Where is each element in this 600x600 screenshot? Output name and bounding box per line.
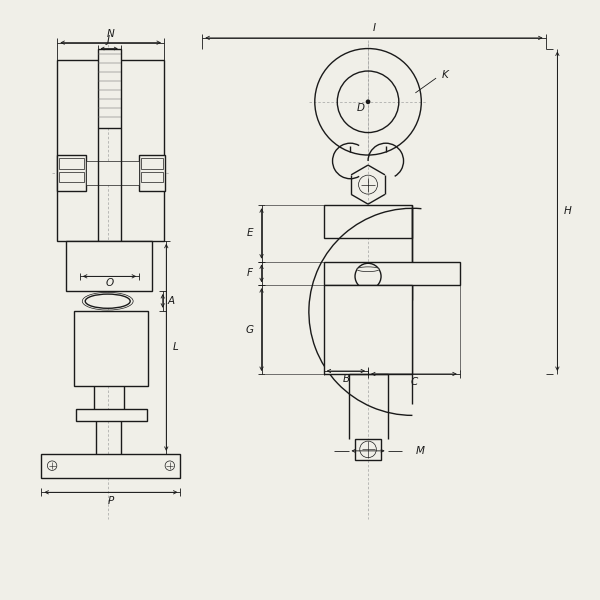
Ellipse shape [85,294,130,308]
Bar [141,172,163,182]
Text: L: L [173,343,179,352]
Text: K: K [442,70,448,80]
Text: H: H [564,206,572,216]
Bar [323,205,412,238]
Bar [59,172,84,182]
Text: B: B [342,374,349,384]
Text: G: G [246,325,254,335]
Text: M: M [416,446,425,456]
Bar [86,161,139,185]
Text: J: J [106,35,109,45]
Bar [74,311,148,386]
Bar [76,409,148,421]
Bar [139,155,165,191]
Ellipse shape [357,267,379,272]
Bar [58,155,86,191]
Bar [59,158,84,169]
Text: A: A [168,296,175,306]
Bar [66,241,152,291]
Text: C: C [410,377,418,387]
Text: I: I [373,23,376,34]
Text: E: E [247,229,253,238]
Bar [323,285,412,374]
Bar [355,439,381,460]
Bar [41,454,181,478]
Text: O: O [106,278,113,289]
Text: F: F [247,268,253,278]
Text: P: P [108,496,114,506]
Text: D: D [357,103,365,113]
Bar [58,61,164,241]
Text: N: N [107,29,115,39]
Bar [141,158,163,169]
Bar [98,49,121,128]
Circle shape [365,100,370,104]
Bar [323,262,460,285]
